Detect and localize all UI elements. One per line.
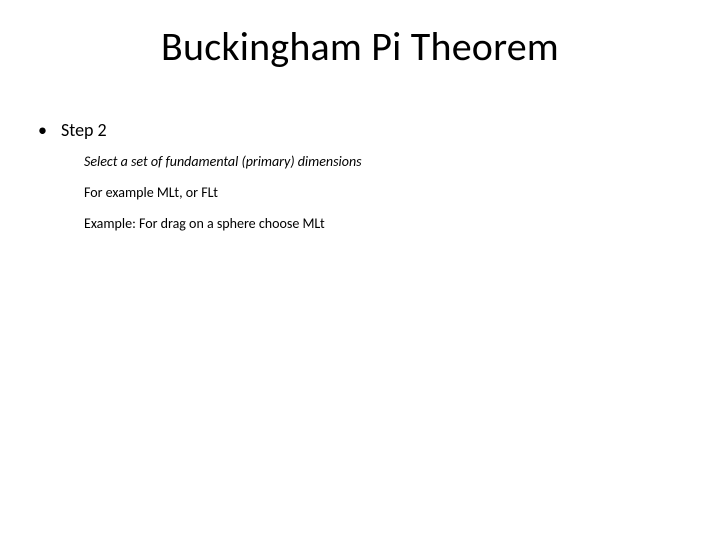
sub-line-1: Select a set of fundamental (primary) di… (84, 153, 690, 170)
bullet-label: Step 2 (61, 119, 107, 141)
sub-line-3: Example: For drag on a sphere choose MLt (84, 215, 690, 232)
sub-line-2: For example MLt, or FLt (84, 184, 690, 201)
slide-title: Buckingham Pi Theorem (30, 22, 690, 71)
sub-block: Select a set of fundamental (primary) di… (84, 153, 690, 232)
bullet-step-2: • Step 2 (38, 119, 690, 141)
slide: Buckingham Pi Theorem • Step 2 Select a … (0, 0, 720, 540)
bullet-marker: • (38, 121, 47, 139)
